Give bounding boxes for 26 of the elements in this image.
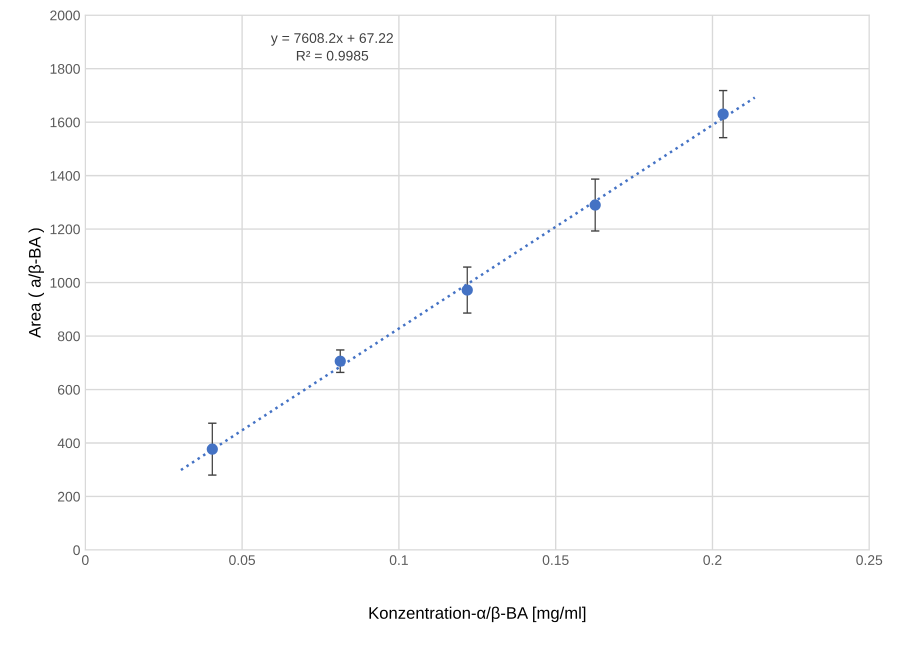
point [462,284,473,296]
point [718,108,729,120]
annotation: R² = 0.9985 [296,50,368,61]
y-tick-label: 1600 [50,117,80,128]
y-tick-label: 2000 [50,10,80,20]
point [334,356,346,367]
y-tick-label: 1200 [50,224,80,234]
y-tick-label: 800 [58,331,80,342]
y-tick-label: 1800 [50,64,80,74]
y-tick-label: 1400 [50,170,80,181]
annotation: y = 7608.2x + 67.22 [270,33,393,46]
point [590,199,601,211]
y-tick-label: 0 [73,545,80,556]
y-tick-label: 200 [58,492,80,502]
x-tick-label: 0.25 [856,555,882,566]
x-tick-label: 0 [82,555,89,566]
x-tick-label: 0.2 [703,555,722,566]
y-tick-label: 400 [58,438,80,448]
x-tick-label: 0.1 [390,555,408,566]
x-axis-title: Konzentration-α/β-BA [mg/ml] [369,606,586,622]
point [206,444,218,455]
x-tick-label: 0.05 [229,555,256,566]
y-tick-label: 1000 [50,278,80,288]
x-tick-label: 0.15 [542,555,569,566]
y-axis-title: Area ( a/β-BA ) [28,228,44,338]
y-tick-label: 600 [58,384,80,395]
